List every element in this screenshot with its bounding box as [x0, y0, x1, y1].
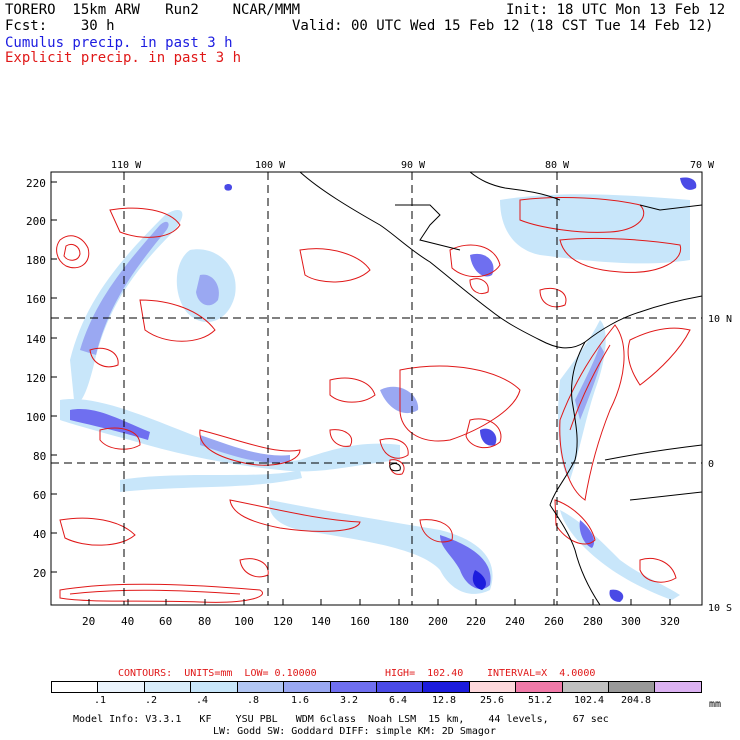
field-label-explicit: Explicit precip. in past 3 h	[5, 50, 242, 66]
lon-label: 90 W	[401, 160, 426, 171]
y-tick-label: 220	[26, 177, 46, 190]
contour-high: HIGH= 102.40	[385, 668, 464, 679]
explicit-precip-contours	[56, 197, 691, 603]
x-tick-label: 40	[121, 615, 135, 628]
colorbar-swatch	[52, 682, 99, 692]
x-tick-label: 60	[159, 615, 173, 628]
y-tick-label: 80	[33, 450, 47, 463]
y-tick-label: 140	[26, 333, 46, 346]
colorbar-label: 102.4	[573, 695, 605, 706]
model-info: Model Info: V3.3.1 KF YSU PBL WDM 6class…	[73, 714, 609, 725]
colorbar-label: .4	[195, 695, 209, 706]
contour-interval: INTERVAL=X 4.0000	[487, 668, 596, 679]
valid-time: Valid: 00 UTC Wed 15 Feb 12 (18 CST Tue …	[292, 18, 714, 34]
colorbar-label: 12.8	[431, 695, 457, 706]
x-tick-label: 160	[350, 615, 370, 628]
colorbar-label: 1.6	[290, 695, 310, 706]
x-tick-label: 220	[466, 615, 486, 628]
colorbar-swatch	[376, 682, 424, 692]
lon-label: 80 W	[545, 160, 570, 171]
init-time: Init: 18 UTC Mon 13 Feb 12	[506, 2, 726, 18]
x-tick-label: 280	[583, 615, 603, 628]
x-tick-label: 140	[311, 615, 331, 628]
run-title: TORERO 15km ARW Run2 NCAR/MMM	[5, 2, 301, 18]
map-frame	[50, 171, 703, 606]
lon-label: 70 W	[690, 160, 715, 171]
lat-label: 10 N	[708, 314, 733, 325]
lon-label: 110 W	[111, 160, 142, 171]
x-tick-label: 20	[82, 615, 96, 628]
y-tick-label: 160	[26, 293, 46, 306]
x-tick-label: 260	[544, 615, 564, 628]
latlon-grid	[51, 172, 702, 605]
x-tick-label: 300	[621, 615, 641, 628]
x-tick-label: 120	[273, 615, 293, 628]
colorbar-label: 25.6	[479, 695, 505, 706]
physics-info: LW: Godd SW: Goddard DIFF: simple KM: 2D…	[213, 726, 496, 737]
colorbar-swatch	[655, 682, 701, 692]
x-tick-label: 320	[660, 615, 680, 628]
colorbar	[51, 681, 702, 693]
colorbar-swatch	[562, 682, 610, 692]
colorbar-swatch	[191, 682, 238, 692]
colorbar-swatch	[98, 682, 145, 692]
y-tick-label: 20	[33, 567, 47, 580]
colorbar-swatch	[284, 682, 331, 692]
colorbar-swatch	[237, 682, 285, 692]
axis-ticks	[51, 181, 671, 605]
colorbar-label: .8	[246, 695, 260, 706]
colorbar-swatch	[330, 682, 377, 692]
y-tick-label: 60	[33, 489, 47, 502]
colorbar-label: 6.4	[388, 695, 408, 706]
colorbar-swatch	[469, 682, 517, 692]
colorbar-units: mm	[709, 699, 722, 710]
lon-label: 100 W	[255, 160, 286, 171]
colorbar-label: .1	[93, 695, 107, 706]
x-tick-label: 240	[505, 615, 525, 628]
coastlines	[299, 172, 702, 605]
colorbar-label: 204.8	[620, 695, 652, 706]
colorbar-swatch	[423, 682, 470, 692]
lat-label: 0	[708, 459, 715, 470]
x-tick-label: 80	[198, 615, 212, 628]
colorbar-swatch	[609, 682, 656, 692]
colorbar-label: 3.2	[339, 695, 359, 706]
contour-info: CONTOURS: UNITS=mm LOW= 0.10000	[118, 668, 317, 679]
forecast-hour: Fcst: 30 h	[5, 18, 115, 34]
lat-label: 10 S	[708, 603, 733, 614]
x-tick-label: 200	[428, 615, 448, 628]
colorbar-swatch	[516, 682, 563, 692]
y-tick-label: 200	[26, 215, 46, 228]
x-tick-label: 180	[389, 615, 409, 628]
field-label-cumulus: Cumulus precip. in past 3 h	[5, 35, 233, 51]
y-tick-label: 100	[26, 411, 46, 424]
y-tick-label: 40	[33, 528, 47, 541]
colorbar-label: .2	[144, 695, 158, 706]
y-tick-label: 180	[26, 254, 46, 267]
colorbar-swatch	[144, 682, 192, 692]
colorbar-label: 51.2	[527, 695, 553, 706]
x-tick-label: 100	[234, 615, 254, 628]
y-tick-label: 120	[26, 372, 46, 385]
